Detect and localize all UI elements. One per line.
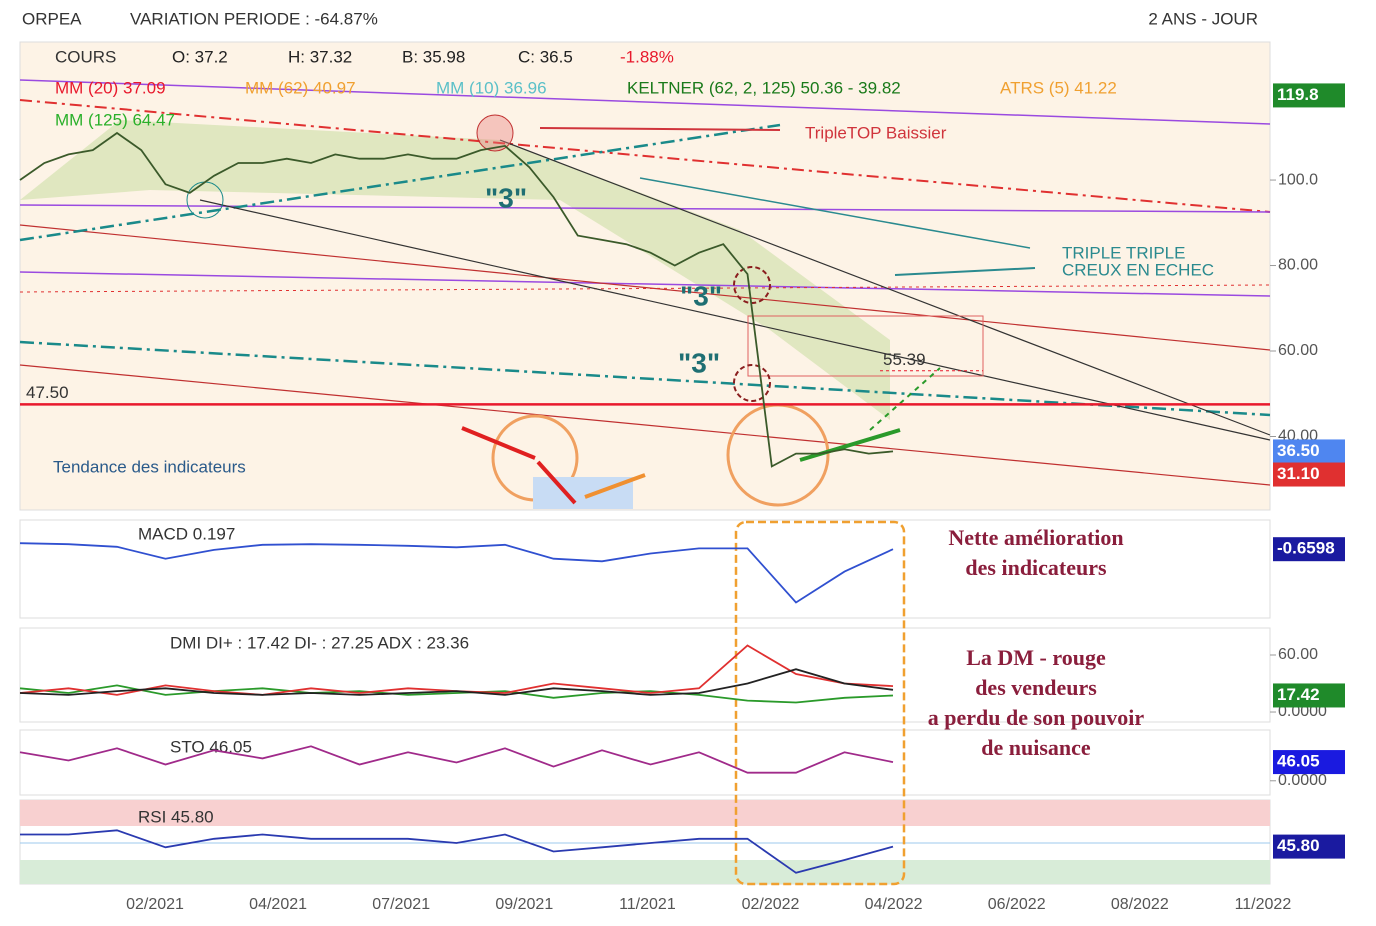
badge-label: 31.10 — [1277, 464, 1320, 483]
quote: -1.88% — [620, 47, 674, 66]
annotation: des indicateurs — [965, 555, 1107, 580]
y-tick-label: 0.0000 — [1278, 772, 1327, 789]
panel-title: COURS — [55, 47, 116, 66]
annotation: "3" — [680, 280, 722, 311]
badge-label: 17.42 — [1277, 685, 1320, 704]
y-tick-label: 60.00 — [1278, 646, 1318, 663]
x-tick-label: 06/2022 — [988, 896, 1046, 913]
keltner-band — [20, 120, 890, 420]
period: 2 ANS - JOUR — [1148, 9, 1258, 28]
x-tick-label: 09/2021 — [495, 896, 553, 913]
panel-title: DMI DI+ : 17.42 DI- : 27.25 ADX : 23.36 — [170, 633, 469, 652]
badge-label: 119.8 — [1277, 85, 1319, 104]
badge-label: 36.50 — [1277, 441, 1320, 460]
badge-label: -0.6598 — [1277, 539, 1335, 558]
x-tick-label: 11/2022 — [1235, 896, 1292, 913]
quote: O: 37.2 — [172, 47, 228, 66]
series-line — [19, 684, 894, 704]
annotation: TripleTOP Baissier — [805, 123, 947, 142]
annotation: CREUX EN ECHEC — [1062, 260, 1214, 279]
variation: VARIATION PERIODE : -64.87% — [130, 9, 378, 28]
annotation: Tendance des indicateurs — [53, 457, 246, 476]
annotation: a perdu de son pouvoir — [928, 705, 1145, 730]
rsi-oversold — [20, 860, 1270, 884]
legend-entry: MM (62) 40.97 — [245, 78, 356, 97]
y-tick-label: 60.00 — [1278, 342, 1318, 359]
panel-title: RSI 45.80 — [138, 807, 214, 826]
series-line — [19, 131, 894, 468]
quote: B: 35.98 — [402, 47, 465, 66]
value-badge — [1273, 834, 1345, 859]
x-tick-label: 04/2022 — [865, 896, 923, 913]
annotation: "3" — [678, 347, 720, 378]
badge-label: 45.80 — [1277, 836, 1320, 855]
panel-title: STO 46.05 — [170, 737, 252, 756]
value-badge — [1273, 83, 1345, 108]
annotation: La DM - rouge — [966, 645, 1106, 670]
x-tick-label: 02/2022 — [742, 896, 800, 913]
y-tick-label: 80.00 — [1278, 257, 1318, 274]
x-tick-label: 04/2021 — [249, 896, 307, 913]
series-line — [19, 668, 894, 696]
value-badge — [1273, 683, 1345, 708]
annotation: Nette amélioration — [948, 525, 1123, 550]
level-label: 47.50 — [26, 383, 69, 402]
value-badge — [1273, 750, 1345, 775]
x-tick-label: 02/2021 — [126, 896, 184, 913]
annotation: des vendeurs — [975, 675, 1097, 700]
legend-entry: MM (10) 36.96 — [436, 78, 547, 97]
rsi-overbought — [20, 800, 1270, 826]
series-line — [20, 829, 894, 874]
level-label: 55.39 — [883, 350, 926, 369]
value-badge — [1273, 537, 1345, 562]
quote: C: 36.5 — [518, 47, 573, 66]
macd-panel — [19, 519, 1271, 619]
panel-title: MACD 0.197 — [138, 524, 235, 543]
badge-label: 46.05 — [1277, 752, 1320, 771]
quote: H: 37.32 — [288, 47, 352, 66]
annotation: "3" — [485, 182, 527, 213]
x-tick-label: 11/2021 — [619, 896, 676, 913]
annotation: de nuisance — [981, 735, 1091, 760]
y-tick-label: 0.0000 — [1278, 703, 1327, 720]
legend-entry: MM (20) 37.09 — [55, 78, 166, 97]
legend-entry: MM (125) 64.47 — [55, 110, 175, 129]
value-badge — [1273, 439, 1345, 464]
legend-entry: ATRS (5) 41.22 — [1000, 78, 1117, 97]
series-line — [19, 745, 894, 774]
series-line — [19, 542, 894, 604]
value-badge — [1273, 462, 1345, 487]
x-tick-label: 07/2021 — [372, 896, 430, 913]
legend-entry: KELTNER (62, 2, 125) 50.36 - 39.82 — [627, 78, 901, 97]
x-tick-label: 08/2022 — [1111, 896, 1169, 913]
annotation: TRIPLE TRIPLE — [1062, 243, 1185, 262]
symbol: ORPEA — [22, 9, 82, 28]
y-tick-label: 100.0 — [1278, 171, 1318, 188]
dmi-panel — [19, 627, 1271, 723]
trend-lines — [19, 79, 1271, 886]
